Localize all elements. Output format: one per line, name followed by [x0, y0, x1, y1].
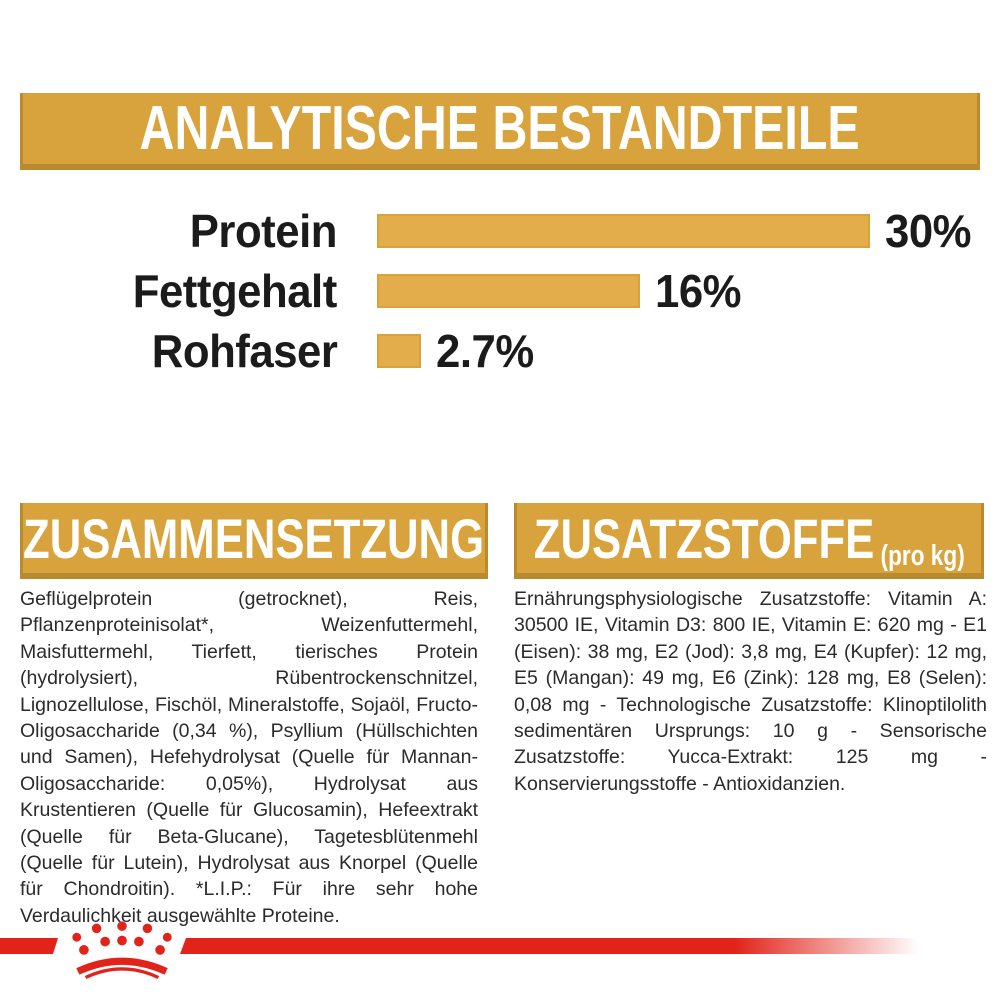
bar-fibre	[377, 334, 421, 368]
chart-row-fat: Fettgehalt 16%	[0, 261, 1000, 321]
composition-title: ZUSAMMENSETZUNG	[23, 506, 485, 570]
additives-title-group: ZUSATZSTOFFE (pro kg)	[533, 506, 965, 572]
bar-value-fibre: 2.7%	[436, 325, 534, 377]
additives-unit: (pro kg)	[880, 539, 965, 572]
bar-protein	[377, 214, 870, 248]
analytic-constituents-chart: Protein 30% Fettgehalt 16% Rohfaser 2.7%	[0, 201, 1000, 381]
chart-row-protein: Protein 30%	[0, 201, 1000, 261]
chart-row-fibre: Rohfaser 2.7%	[0, 321, 1000, 381]
additives-title: ZUSATZSTOFFE	[533, 506, 875, 570]
bar-label-fat: Fettgehalt	[132, 265, 338, 317]
footer-accent-band-right	[180, 938, 950, 954]
additives-banner: ZUSATZSTOFFE (pro kg)	[514, 503, 984, 579]
additives-text: Ernährungsphysiologische Zusatzstoffe: V…	[514, 588, 987, 795]
bar-value-fat: 16%	[655, 265, 742, 317]
analytic-constituents-banner: ANALYTISCHE BESTANDTEILE	[20, 93, 980, 170]
footer-accent-band-left	[0, 938, 58, 954]
analytic-constituents-title: ANALYTISCHE BESTANDTEILE	[139, 94, 861, 163]
bar-label-fibre: Rohfaser	[151, 325, 337, 377]
bar-label-protein: Protein	[189, 205, 338, 257]
bar-value-protein: 30%	[885, 205, 972, 257]
composition-text: Geflügelprotein (getrocknet), Reis, Pfla…	[20, 588, 478, 927]
bar-fat	[377, 274, 640, 308]
royal-canin-crown-icon	[72, 921, 172, 979]
composition-banner: ZUSAMMENSETZUNG	[20, 503, 488, 579]
